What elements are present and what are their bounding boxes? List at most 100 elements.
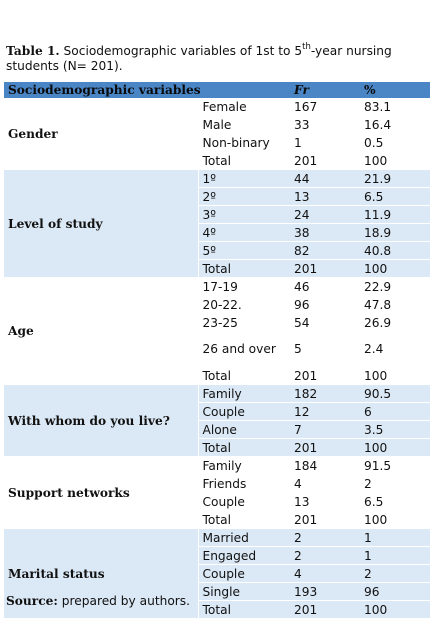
percent-cell: 21.9: [360, 169, 430, 188]
table-header-row: Sociodemographic variables Fr %: [4, 82, 430, 98]
frequency-cell: 7: [290, 420, 360, 439]
table-row: Total 201 100: [4, 259, 430, 278]
frequency-cell: 1: [290, 133, 360, 152]
percent-cell: 90.5: [360, 384, 430, 403]
percent-cell: 6.5: [360, 187, 430, 206]
table-row: Couple 4 2: [4, 564, 430, 583]
percent-cell: 100: [360, 438, 430, 457]
frequency-cell: 82: [290, 241, 360, 260]
caption-superscript: th: [302, 42, 311, 52]
table-body: Gender Female 167 83.1 Male 33 16.4 Non-binary 1…: [4, 98, 430, 619]
frequency-cell: 24: [290, 205, 360, 224]
frequency-cell: 44: [290, 169, 360, 188]
frequency-cell: 201: [290, 600, 360, 619]
category-cell: Total: [198, 438, 290, 457]
table-row: Level of study 1º 44 21.9: [4, 169, 430, 278]
category-cell: Single: [198, 582, 290, 601]
percent-cell: 2: [360, 564, 430, 583]
category-cell: Non-binary: [198, 133, 290, 152]
table-row: Couple 13 6.5: [4, 492, 430, 511]
frequency-cell: 2: [290, 528, 360, 547]
group-label: Support networks: [4, 456, 199, 529]
frequency-cell: 193: [290, 582, 360, 601]
table-row: Engaged 2 1: [4, 546, 430, 565]
table-row: Marital status Married 2 1: [4, 528, 430, 619]
category-cell: 17-19: [198, 277, 290, 296]
table-row: Total 201 100: [4, 366, 430, 385]
table-row: Non-binary 1 0.5: [4, 133, 430, 152]
frequency-cell: 13: [290, 187, 360, 206]
category-cell: Married: [198, 528, 290, 547]
category-cell: Male: [198, 115, 290, 134]
category-cell: 4º: [198, 223, 290, 242]
frequency-cell: 167: [290, 98, 360, 116]
percent-cell: 11.9: [360, 205, 430, 224]
category-cell: Couple: [198, 492, 290, 511]
table-row: With whom do you live? Family 182 90.5: [4, 384, 430, 457]
table-row: Friends 4 2: [4, 474, 430, 493]
percent-cell: 100: [360, 510, 430, 529]
frequency-cell: 201: [290, 510, 360, 529]
table-row: Support networks Family 184 91.5: [4, 456, 430, 529]
table-row: Alone 7 3.5: [4, 420, 430, 439]
percent-cell: 22.9: [360, 277, 430, 296]
frequency-cell: 96: [290, 295, 360, 314]
frequency-cell: 4: [290, 564, 360, 583]
source-text: prepared by authors.: [57, 594, 191, 608]
table-caption: Table 1. Sociodemographic variables of 1…: [6, 42, 426, 73]
category-cell: 3º: [198, 205, 290, 224]
frequency-cell: 201: [290, 259, 360, 278]
percent-cell: 3.5: [360, 420, 430, 439]
frequency-cell: 5: [290, 331, 360, 367]
percent-cell: 1: [360, 528, 430, 547]
percent-cell: 2.4: [360, 331, 430, 367]
caption-label: Table 1.: [6, 44, 60, 58]
table-row: 2º 13 6.5: [4, 187, 430, 206]
frequency-cell: 201: [290, 438, 360, 457]
percent-cell: 100: [360, 259, 430, 278]
category-cell: Total: [198, 259, 290, 278]
category-cell: Alone: [198, 420, 290, 439]
category-cell: Total: [198, 366, 290, 385]
group-label: Gender: [4, 98, 199, 170]
frequency-cell: 201: [290, 366, 360, 385]
header-variable: Sociodemographic variables: [4, 82, 290, 98]
table-row: 4º 38 18.9: [4, 223, 430, 242]
category-cell: Total: [198, 151, 290, 170]
header-fr: Fr: [290, 82, 360, 98]
sociodemographic-table: Sociodemographic variables Fr % Gender Fe…: [4, 82, 430, 619]
percent-cell: 0.5: [360, 133, 430, 152]
table-row: Total 201 100: [4, 151, 430, 170]
table-row: 23-25 54 26.9: [4, 313, 430, 332]
source-note: Source: prepared by authors.: [6, 594, 190, 608]
category-cell: Total: [198, 510, 290, 529]
group-label: Marital status: [4, 528, 199, 619]
percent-cell: 26.9: [360, 313, 430, 332]
table-row: Gender Female 167 83.1: [4, 98, 430, 170]
percent-cell: 1: [360, 546, 430, 565]
frequency-cell: 2: [290, 546, 360, 565]
category-cell: 1º: [198, 169, 290, 188]
percent-cell: 100: [360, 366, 430, 385]
table-row: Total 201 100: [4, 438, 430, 457]
table-row: 26 and over 5 2.4: [4, 331, 430, 367]
category-cell: 23-25: [198, 313, 290, 332]
caption-text: Sociodemographic variables of 1st to 5: [59, 44, 303, 58]
frequency-cell: 54: [290, 313, 360, 332]
percent-cell: 96: [360, 582, 430, 601]
table-row: 20-22. 96 47.8: [4, 295, 430, 314]
table-row: Single 193 96: [4, 582, 430, 601]
frequency-cell: 33: [290, 115, 360, 134]
group-label: Level of study: [4, 169, 199, 278]
table-row: Male 33 16.4: [4, 115, 430, 134]
category-cell: Total: [198, 600, 290, 619]
category-cell: Engaged: [198, 546, 290, 565]
percent-cell: 100: [360, 600, 430, 619]
category-cell: 26 and over: [198, 331, 290, 367]
frequency-cell: 201: [290, 151, 360, 170]
group-label: Age: [4, 277, 199, 385]
frequency-cell: 13: [290, 492, 360, 511]
table-row: Total 201 100: [4, 510, 430, 529]
category-cell: 2º: [198, 187, 290, 206]
percent-cell: 2: [360, 474, 430, 493]
